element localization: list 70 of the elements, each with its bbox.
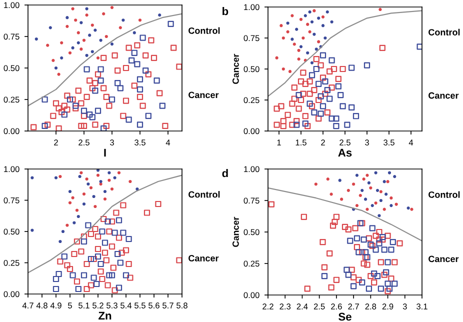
text: Control — [428, 191, 460, 198]
x-tick-label: 2.2 — [262, 304, 274, 310]
y-tick-label: 0.25 — [244, 97, 260, 104]
x-tick-label: 3 — [110, 140, 114, 146]
x-tick-label: 3 — [365, 140, 369, 146]
x-tick-label: 5.5 — [134, 302, 146, 308]
x-tick-label: 2.7 — [348, 304, 359, 310]
x-axis-title: As — [338, 148, 352, 157]
x-tick-label: 3.5 — [384, 140, 394, 146]
x-tick-label: 2.8 — [365, 304, 376, 310]
x-tick-label: 2.5 — [314, 304, 325, 310]
x-tick-label: 5.8 — [176, 302, 188, 308]
x-tick-label: 4 — [166, 140, 170, 146]
x-tick-label: 2.5 — [340, 140, 350, 146]
x-tick-label: 4 — [408, 140, 414, 146]
y-axis-title: Cancer — [232, 54, 239, 84]
y-tick-label: 0.25 — [4, 260, 20, 266]
y-tick-label: 0.75 — [244, 35, 260, 42]
y-tick-label: 0.75 — [4, 197, 20, 204]
y-tick-label: 0.00 — [4, 291, 20, 298]
y-tick-label: 0.50 — [244, 66, 260, 72]
x-axis-title: I — [104, 148, 106, 157]
y-tick-label: 0.00 — [244, 128, 260, 134]
x-tick-label: 4.9 — [50, 302, 62, 308]
y-tick-label: 0.00 — [4, 128, 20, 134]
x-axis-title: Zn — [98, 312, 112, 320]
x-tick-label: 2.9 — [382, 304, 394, 310]
y-tick-label: 1.00 — [244, 4, 260, 10]
x-tick-label: 1.5 — [296, 140, 306, 146]
y-tick-label: 0.50 — [4, 65, 20, 72]
text: Cancer — [428, 256, 459, 262]
x-tick-label: 3.5 — [134, 140, 146, 146]
x-tick-label: 2.5 — [78, 140, 90, 146]
y-tick-label: 1.00 — [4, 166, 20, 172]
x-tick-label: 3 — [402, 304, 407, 310]
x-tick-label: 5.6 — [148, 302, 160, 308]
x-tick-label: 3.1 — [416, 304, 428, 310]
x-tick-label: 2 — [321, 140, 325, 146]
x-tick-label: 2.6 — [331, 304, 342, 310]
y-tick-label: 0.75 — [244, 198, 260, 204]
text: Cancer — [188, 255, 219, 262]
y-tick-label: 0.25 — [4, 96, 20, 103]
x-tick-label: 5.1 — [78, 302, 90, 308]
x-tick-label: 5.2 — [92, 302, 104, 308]
text: Control — [188, 27, 220, 34]
y-axis-title: Cancer — [232, 216, 239, 247]
y-tick-label: 1.00 — [244, 166, 260, 172]
x-tick-label: 5 — [68, 302, 72, 308]
x-tick-label: 5.7 — [162, 302, 174, 308]
y-tick-label: 0.75 — [4, 34, 20, 40]
x-tick-label: 2.4 — [296, 304, 308, 310]
x-tick-label: 5.3 — [106, 302, 118, 308]
y-tick-label: 0.50 — [4, 228, 20, 235]
text: Control — [428, 28, 460, 36]
chart-title: b — [222, 7, 228, 16]
text: Control — [188, 191, 220, 198]
y-tick-label: 0.50 — [244, 229, 260, 236]
x-axis-title: Se — [338, 312, 352, 321]
y-tick-label: 0.00 — [244, 292, 260, 298]
text: Cancer — [428, 92, 459, 99]
y-tick-label: 1.00 — [4, 2, 20, 8]
text: Cancer — [188, 92, 219, 98]
y-tick-label: 0.25 — [244, 260, 260, 267]
x-tick-label: 2.3 — [280, 304, 291, 310]
x-tick-label: 5.4 — [120, 302, 132, 308]
x-tick-label: 2 — [54, 140, 58, 146]
x-tick-label: 4.7 — [22, 302, 34, 308]
x-tick-label: 4.8 — [36, 302, 48, 308]
chart-title: d — [222, 169, 228, 178]
x-tick-label: 1 — [277, 140, 281, 146]
